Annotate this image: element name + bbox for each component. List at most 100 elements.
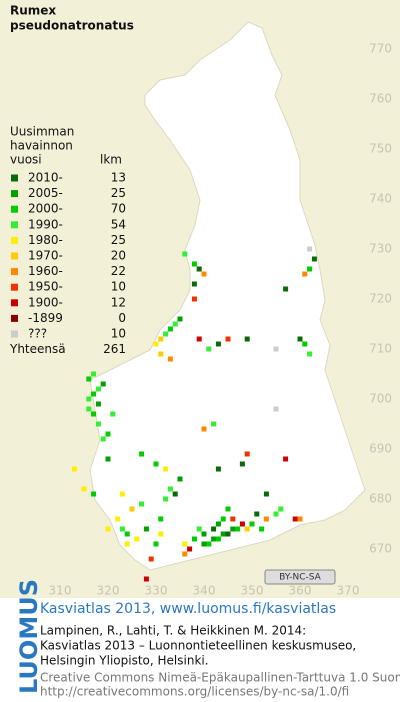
observation-square [230, 516, 236, 522]
observation-square [307, 246, 313, 252]
observation-square [86, 376, 92, 382]
observation-square [86, 406, 92, 412]
x-tick-label: 320 [97, 584, 120, 598]
observation-square [105, 526, 111, 532]
observation-square [196, 266, 202, 272]
observation-square [163, 466, 169, 472]
observation-square [100, 381, 106, 387]
observation-square [196, 336, 202, 342]
y-tick-label: 680 [369, 492, 392, 506]
observation-square [215, 536, 221, 542]
observation-square [191, 296, 197, 302]
citation: Lampinen, R., Lahti, T. & Heikkinen M. 2… [40, 624, 306, 638]
legend-header: vuosi [10, 153, 42, 167]
footer-background [0, 598, 400, 702]
observation-square [297, 336, 303, 342]
y-tick-label: 730 [369, 242, 392, 256]
y-tick-label: 700 [369, 392, 392, 406]
observation-square [172, 321, 178, 327]
observation-square [95, 401, 101, 407]
legend-label: 2000- [28, 202, 63, 216]
y-tick-label: 720 [369, 292, 392, 306]
x-tick-label: 330 [145, 584, 168, 598]
observation-square [158, 336, 164, 342]
observation-square [124, 541, 130, 547]
observation-square [211, 536, 217, 542]
license: http://creativecommons.org/licenses/by-n… [40, 685, 349, 699]
observation-square [206, 541, 212, 547]
observation-square [191, 261, 197, 267]
observation-square [119, 491, 125, 497]
x-tick-label: 310 [49, 584, 72, 598]
legend-count: 12 [111, 295, 126, 309]
observation-square [163, 331, 169, 337]
observation-square [292, 516, 298, 522]
observation-square [105, 456, 111, 462]
observation-square [225, 531, 231, 537]
legend-header: Uusimman [10, 125, 74, 139]
observation-square [158, 351, 164, 357]
legend-label: 1950- [28, 280, 63, 294]
x-tick-label: 340 [193, 584, 216, 598]
observation-square [201, 531, 207, 537]
observation-square [153, 341, 159, 347]
observation-square [86, 396, 92, 402]
total-count: 261 [103, 342, 126, 356]
observation-square [196, 526, 202, 532]
y-tick-label: 670 [369, 542, 392, 556]
observation-square [143, 526, 149, 532]
observation-square [273, 511, 279, 517]
observation-square [215, 341, 221, 347]
observation-square [129, 506, 135, 512]
observation-square [244, 336, 250, 342]
observation-square [211, 421, 217, 427]
observation-square [263, 516, 269, 522]
legend-label: -1899 [28, 311, 63, 325]
observation-square [182, 251, 188, 257]
observation-square [139, 501, 145, 507]
observation-square [273, 346, 279, 352]
observation-square [134, 536, 140, 542]
legend-label: 1980- [28, 233, 63, 247]
observation-square [225, 506, 231, 512]
observation-square [239, 521, 245, 527]
y-tick-label: 750 [369, 142, 392, 156]
observation-square [302, 341, 308, 347]
observation-square [191, 536, 197, 542]
observation-square [110, 411, 116, 417]
observation-square [167, 326, 173, 332]
observation-square [91, 411, 97, 417]
observation-square [311, 256, 317, 262]
observation-square [163, 496, 169, 502]
observation-square [201, 541, 207, 547]
legend-label: 1960- [28, 264, 63, 278]
observation-square [115, 516, 121, 522]
observation-square [220, 516, 226, 522]
observation-square [211, 526, 217, 532]
total-label: Yhteensä [9, 342, 66, 356]
y-tick-label: 740 [369, 192, 392, 206]
y-tick-label: 690 [369, 442, 392, 456]
observation-square [177, 316, 183, 322]
legend-label: 1900- [28, 295, 63, 309]
observation-square [259, 526, 265, 532]
legend-count: 10 [111, 280, 126, 294]
legend-swatch [11, 268, 18, 276]
observation-square [201, 426, 207, 432]
observation-square [215, 466, 221, 472]
x-tick-label: 370 [337, 584, 360, 598]
legend-swatch [11, 252, 18, 260]
observation-square [187, 546, 193, 552]
legend-count: 20 [111, 249, 126, 263]
license: Creative Commons Nimeä-Epäkaupallinen-Ta… [40, 671, 400, 685]
observation-square [182, 551, 188, 557]
observation-square [95, 421, 101, 427]
legend-count: 13 [111, 171, 126, 185]
observation-square [283, 286, 289, 292]
legend-swatch [11, 283, 18, 291]
observation-square [225, 336, 231, 342]
observation-square [235, 526, 241, 532]
legend-label: 1970- [28, 249, 63, 263]
observation-square [91, 391, 97, 397]
